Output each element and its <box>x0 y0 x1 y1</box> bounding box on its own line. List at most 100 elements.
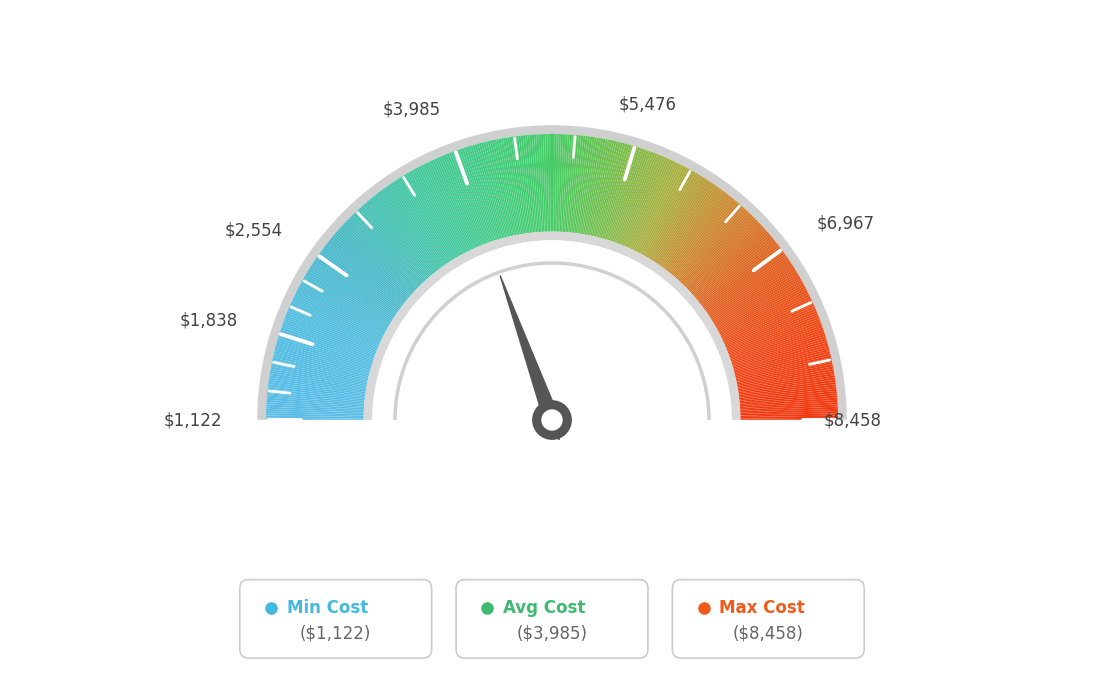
Polygon shape <box>298 286 385 333</box>
Polygon shape <box>657 182 713 264</box>
Polygon shape <box>552 134 554 232</box>
Polygon shape <box>602 144 629 239</box>
Polygon shape <box>424 163 469 251</box>
Polygon shape <box>697 237 774 301</box>
Polygon shape <box>320 250 401 309</box>
Polygon shape <box>647 172 698 258</box>
Polygon shape <box>447 153 484 245</box>
Polygon shape <box>391 182 447 264</box>
Polygon shape <box>299 284 386 332</box>
Polygon shape <box>595 141 618 237</box>
Polygon shape <box>737 366 834 386</box>
Polygon shape <box>302 278 389 328</box>
Polygon shape <box>548 134 551 232</box>
Polygon shape <box>363 232 741 420</box>
Polygon shape <box>276 342 371 371</box>
Polygon shape <box>283 321 375 356</box>
Polygon shape <box>739 380 836 395</box>
Polygon shape <box>384 187 443 268</box>
Polygon shape <box>317 255 397 313</box>
Polygon shape <box>623 155 661 246</box>
Polygon shape <box>343 223 416 291</box>
Polygon shape <box>310 265 394 319</box>
Polygon shape <box>464 147 496 241</box>
Polygon shape <box>284 319 375 355</box>
Polygon shape <box>709 261 792 317</box>
Polygon shape <box>268 384 365 398</box>
Polygon shape <box>608 147 640 241</box>
Polygon shape <box>530 135 539 233</box>
Polygon shape <box>736 364 834 385</box>
Polygon shape <box>699 241 776 304</box>
Polygon shape <box>502 138 521 235</box>
Polygon shape <box>587 139 608 235</box>
FancyBboxPatch shape <box>672 580 864 658</box>
Polygon shape <box>346 221 416 290</box>
Polygon shape <box>268 380 365 395</box>
Polygon shape <box>393 262 711 420</box>
Polygon shape <box>734 344 828 372</box>
Polygon shape <box>422 164 468 252</box>
Polygon shape <box>711 267 795 320</box>
Polygon shape <box>411 170 460 257</box>
Polygon shape <box>684 216 754 287</box>
Polygon shape <box>285 317 376 353</box>
Polygon shape <box>611 148 643 242</box>
Text: $3,985: $3,985 <box>382 101 440 119</box>
Polygon shape <box>373 195 435 273</box>
Polygon shape <box>718 284 805 332</box>
Polygon shape <box>680 210 747 283</box>
Polygon shape <box>445 154 482 246</box>
Polygon shape <box>650 176 703 260</box>
FancyBboxPatch shape <box>240 580 432 658</box>
Polygon shape <box>361 206 427 279</box>
Polygon shape <box>358 208 425 282</box>
Polygon shape <box>561 135 567 232</box>
Polygon shape <box>272 362 368 383</box>
Polygon shape <box>326 243 404 304</box>
Polygon shape <box>596 142 620 237</box>
Polygon shape <box>514 136 529 233</box>
Polygon shape <box>659 185 716 266</box>
Polygon shape <box>593 141 617 237</box>
Polygon shape <box>658 184 714 265</box>
Polygon shape <box>739 377 836 393</box>
Polygon shape <box>521 135 533 233</box>
Polygon shape <box>322 248 402 308</box>
Polygon shape <box>395 179 449 263</box>
Polygon shape <box>280 327 374 360</box>
Polygon shape <box>617 152 654 244</box>
Polygon shape <box>433 159 475 249</box>
Polygon shape <box>701 245 779 306</box>
Polygon shape <box>624 156 664 246</box>
Text: Avg Cost: Avg Cost <box>503 599 585 617</box>
Polygon shape <box>630 160 673 250</box>
Polygon shape <box>740 388 837 401</box>
Polygon shape <box>707 255 787 313</box>
Polygon shape <box>406 172 457 258</box>
Polygon shape <box>360 207 426 281</box>
Polygon shape <box>434 159 476 248</box>
Polygon shape <box>295 292 383 337</box>
Polygon shape <box>339 228 413 295</box>
Polygon shape <box>371 197 434 274</box>
Polygon shape <box>403 175 455 259</box>
Polygon shape <box>517 136 530 233</box>
Polygon shape <box>626 157 666 247</box>
Polygon shape <box>397 266 707 420</box>
Polygon shape <box>350 216 420 287</box>
Polygon shape <box>316 257 397 314</box>
Polygon shape <box>375 194 436 272</box>
Polygon shape <box>438 157 478 247</box>
Polygon shape <box>267 393 364 404</box>
Polygon shape <box>710 263 793 318</box>
Polygon shape <box>318 254 399 312</box>
Polygon shape <box>731 329 824 362</box>
Polygon shape <box>273 355 369 379</box>
Polygon shape <box>545 134 549 232</box>
Polygon shape <box>493 139 516 235</box>
Polygon shape <box>543 134 548 232</box>
Polygon shape <box>301 280 388 329</box>
Polygon shape <box>690 226 764 293</box>
Polygon shape <box>646 172 696 257</box>
